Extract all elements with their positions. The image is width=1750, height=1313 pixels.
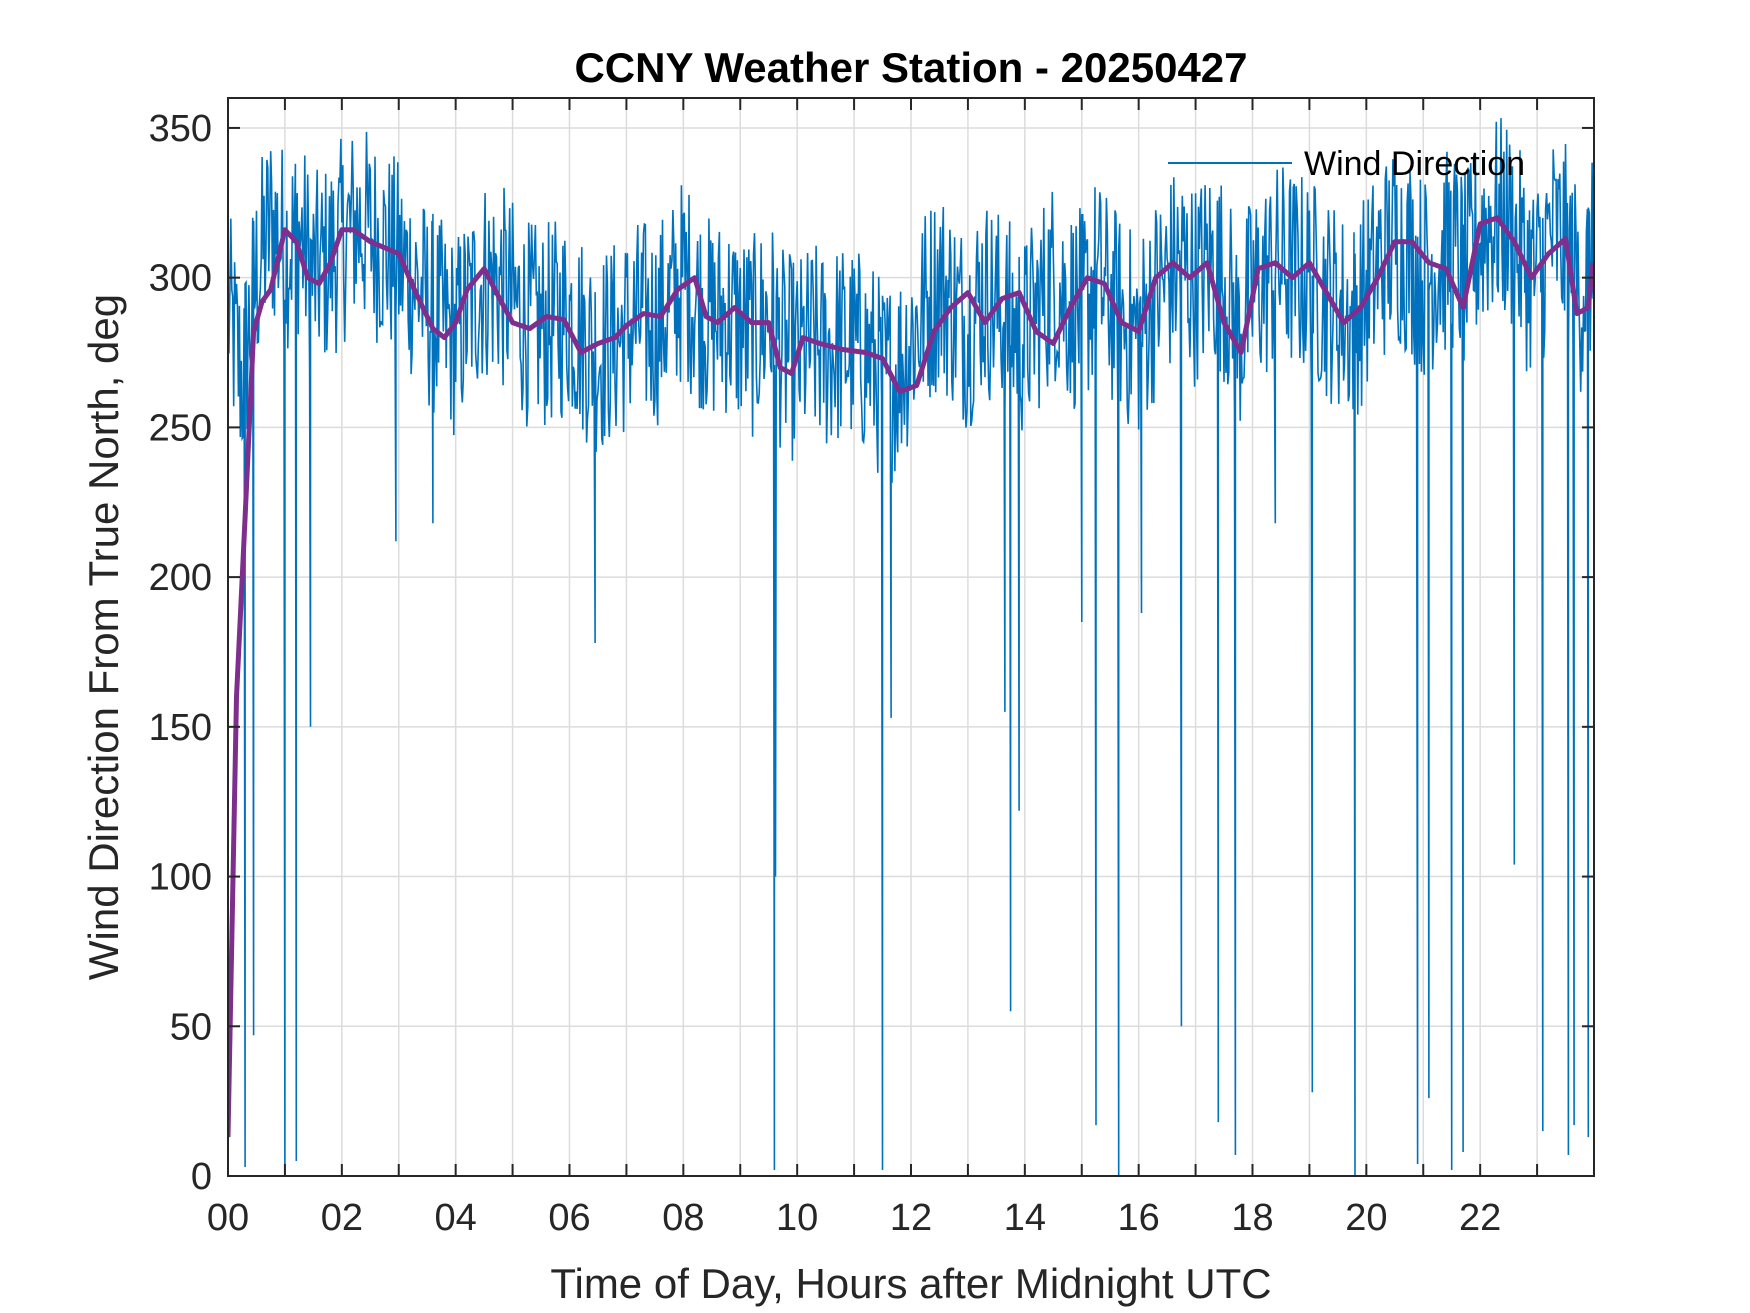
x-tick-label: 00 [207,1197,249,1239]
x-tick-label: 02 [321,1197,363,1239]
x-tick-label: 08 [662,1197,704,1239]
y-tick-label: 200 [149,557,212,599]
y-tick-label: 150 [149,707,212,749]
series-line-running-mean [228,215,1594,1138]
y-tick-label: 350 [149,108,212,150]
series-line-wind-direction [228,118,1594,1176]
x-tick-label: 14 [1004,1197,1046,1239]
x-tick-label: 12 [890,1197,932,1239]
x-tick-label: 16 [1118,1197,1160,1239]
y-tick-label: 300 [149,258,212,300]
chart-title: CCNY Weather Station - 20250427 [574,44,1247,91]
x-tick-label: 18 [1231,1197,1273,1239]
y-tick-label: 50 [170,1006,212,1048]
x-tick-label: 04 [435,1197,477,1239]
y-tick-label: 250 [149,407,212,449]
plot-area [228,118,1594,1176]
y-axis-label: Wind Direction From True North, deg [80,294,127,980]
legend-entry-wind-direction: Wind Direction [1304,145,1525,183]
legend: Wind Direction [1168,145,1525,183]
x-tick-label: 20 [1345,1197,1387,1239]
axis-ticks: 00 02 04 06 08 10 12 14 16 18 20 22 0 50 100 150 200 250 3… [149,98,1594,1239]
x-axis-label: Time of Day, Hours after Midnight UTC [550,1260,1271,1307]
x-tick-label: 22 [1459,1197,1501,1239]
y-tick-label: 100 [149,857,212,899]
x-tick-label: 10 [776,1197,818,1239]
y-tick-label: 0 [191,1156,212,1198]
x-tick-label: 06 [548,1197,590,1239]
